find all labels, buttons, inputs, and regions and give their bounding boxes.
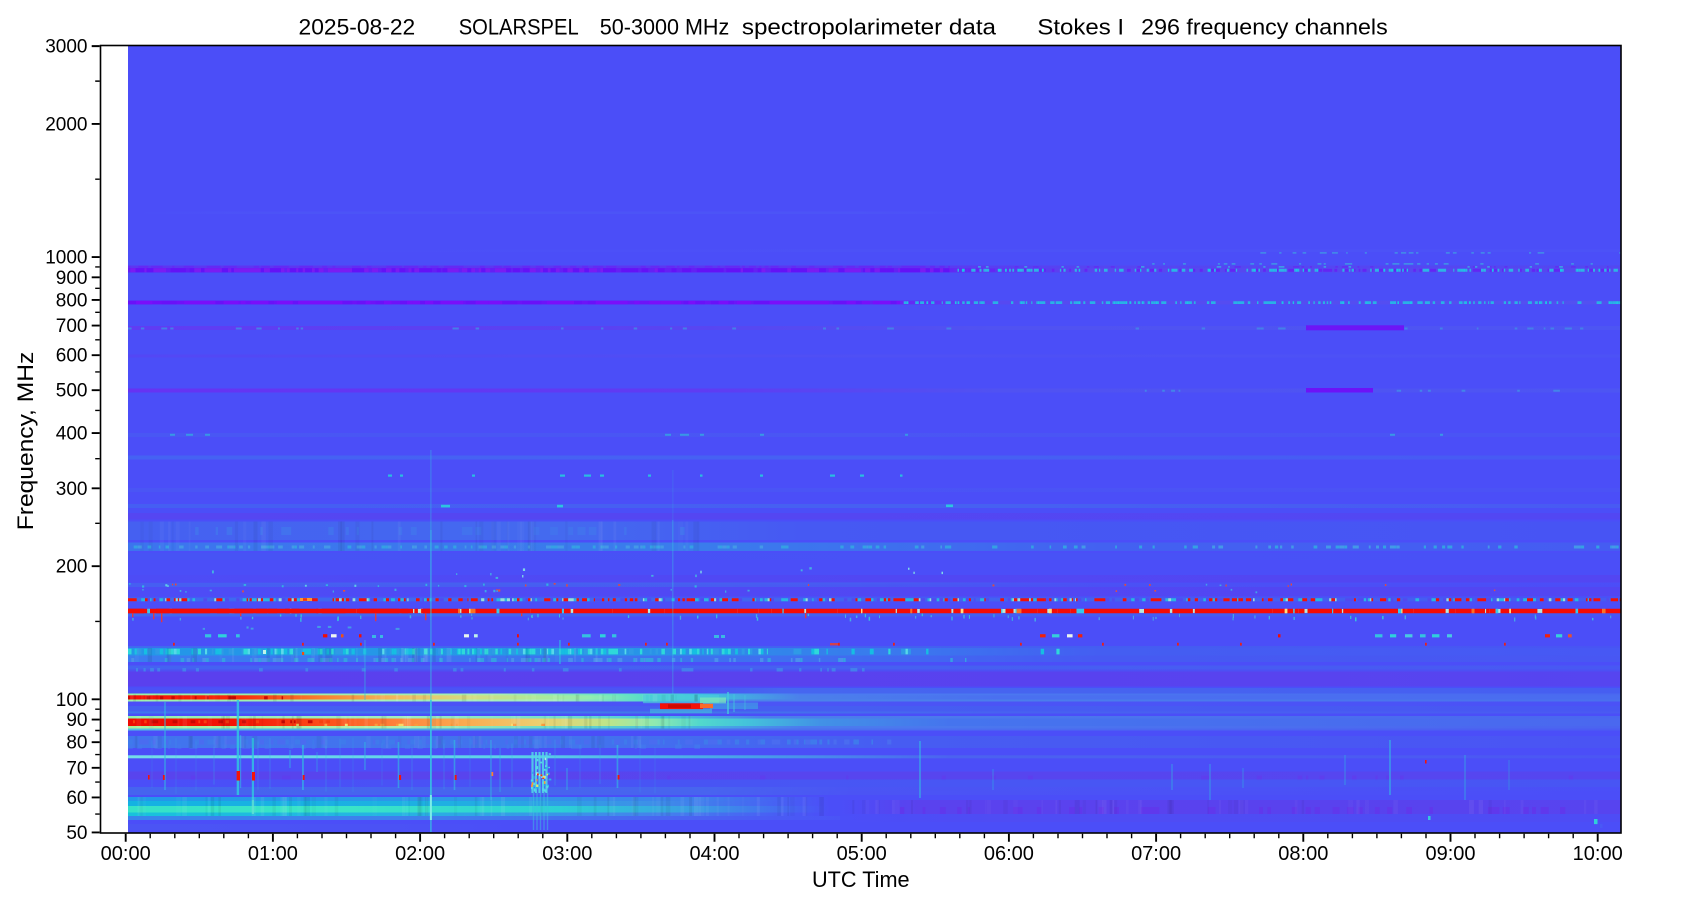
- svg-text:300: 300: [56, 479, 88, 500]
- svg-text:600: 600: [56, 346, 88, 367]
- svg-text:SOLARSPEL: SOLARSPEL: [459, 15, 579, 40]
- svg-text:50: 50: [66, 823, 87, 844]
- svg-text:100: 100: [56, 690, 88, 711]
- svg-text:900: 900: [56, 268, 88, 289]
- svg-text:80: 80: [66, 733, 87, 754]
- svg-text:2000: 2000: [45, 115, 87, 136]
- svg-text:60: 60: [66, 788, 87, 809]
- svg-text:06:00: 06:00: [984, 843, 1034, 865]
- svg-text:05:00: 05:00: [837, 843, 887, 865]
- svg-text:UTC Time: UTC Time: [812, 867, 910, 892]
- svg-text:03:00: 03:00: [542, 843, 592, 865]
- svg-text:Stokes I: Stokes I: [1037, 15, 1124, 40]
- svg-text:2025-08-22: 2025-08-22: [299, 15, 416, 40]
- svg-text:spectropolarimeter data: spectropolarimeter data: [742, 15, 997, 40]
- svg-text:10:00: 10:00: [1573, 843, 1623, 865]
- svg-text:50-3000 MHz: 50-3000 MHz: [600, 15, 730, 40]
- svg-text:09:00: 09:00: [1425, 843, 1475, 865]
- svg-text:01:00: 01:00: [248, 843, 298, 865]
- svg-text:700: 700: [56, 316, 88, 337]
- svg-text:800: 800: [56, 291, 88, 312]
- svg-text:90: 90: [66, 710, 87, 731]
- svg-text:400: 400: [56, 424, 88, 445]
- svg-text:296 frequency channels: 296 frequency channels: [1141, 15, 1388, 40]
- svg-text:200: 200: [56, 557, 88, 578]
- svg-text:00:00: 00:00: [101, 843, 151, 865]
- svg-text:02:00: 02:00: [395, 843, 445, 865]
- svg-text:07:00: 07:00: [1131, 843, 1181, 865]
- svg-text:Frequency, MHz: Frequency, MHz: [13, 352, 38, 531]
- svg-text:500: 500: [56, 381, 88, 402]
- svg-text:3000: 3000: [45, 37, 87, 58]
- svg-text:70: 70: [66, 758, 87, 779]
- svg-text:08:00: 08:00: [1278, 843, 1328, 865]
- svg-text:1000: 1000: [45, 248, 87, 269]
- svg-text:04:00: 04:00: [689, 843, 739, 865]
